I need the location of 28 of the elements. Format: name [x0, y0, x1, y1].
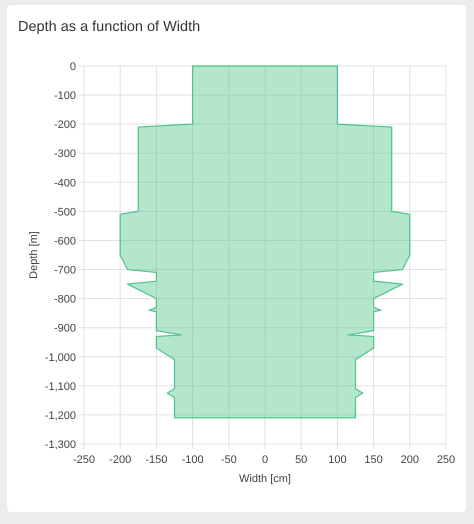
x-tick-label: -150: [145, 454, 168, 466]
x-tick-label: 250: [436, 454, 456, 466]
y-tick-label: -1,200: [44, 410, 76, 422]
y-tick-label: -1,100: [44, 380, 76, 393]
x-tick-label: -250: [72, 454, 96, 466]
y-tick-label: -800: [54, 294, 76, 306]
x-tick-label: 100: [328, 454, 347, 466]
x-tick-label: 0: [262, 454, 268, 466]
chart-title: Depth as a function of Width: [18, 19, 200, 35]
y-tick-label: -600: [54, 235, 76, 248]
x-tick-label: -100: [182, 454, 204, 466]
y-axis-title: Depth [m]: [28, 231, 40, 279]
y-tick-label: -900: [54, 322, 76, 335]
y-tick-label: -100: [54, 90, 76, 102]
x-tick-label: -50: [220, 454, 237, 466]
y-tick-label: -1,300: [44, 439, 76, 451]
y-tick-label: -400: [54, 177, 76, 190]
x-tick-label: 150: [364, 454, 383, 466]
x-axis-title: Width [cm]: [239, 473, 291, 485]
x-tick-label: 200: [400, 454, 419, 466]
x-tick-label: -200: [109, 454, 132, 466]
y-tick-label: -300: [54, 148, 76, 160]
y-tick-label: -700: [54, 264, 76, 277]
y-tick-label: -1,000: [44, 352, 76, 364]
y-tick-label: 0: [70, 61, 76, 73]
y-tick-label: -200: [54, 119, 76, 132]
y-tick-label: -500: [54, 206, 76, 218]
x-tick-label: 50: [295, 454, 308, 466]
